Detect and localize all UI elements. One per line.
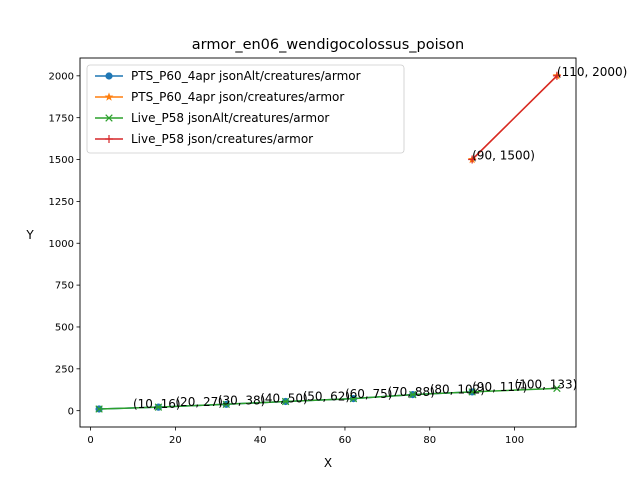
data-label: (110, 2000) [557, 65, 627, 79]
x-tick-label: 20 [169, 435, 182, 446]
plot-area: (10, 16)(20, 27)(30, 38)(40, 50)(50, 62)… [95, 65, 627, 413]
data-point-live-p58-jsonalt-creatures-armor [468, 388, 476, 396]
y-tick-label: 750 [55, 281, 74, 292]
x-axis-label: X [324, 456, 332, 470]
x-tick-label: 100 [505, 435, 524, 446]
x-tick-label: 40 [254, 435, 267, 446]
series-line-live-p58-json-creatures-armor [471, 75, 558, 161]
data-label: (80, 102) [430, 383, 485, 397]
data-point-live-p58-jsonalt-creatures-armor [281, 397, 290, 406]
y-tick-label: 500 [55, 323, 74, 334]
data-point-live-p58-jsonalt-creatures-armor [95, 405, 103, 413]
y-tick-label: 1500 [49, 155, 74, 166]
legend: PTS_P60_4apr jsonAlt/creatures/armor PTS_… [86, 64, 405, 154]
data-label: (60, 75) [345, 387, 393, 401]
data-label: (50, 62) [303, 389, 351, 403]
x-tick-label: 0 [87, 435, 93, 446]
y-tick-label: 1000 [49, 239, 74, 250]
y-tick-label: 250 [55, 364, 74, 375]
y-tick-label: 1250 [49, 197, 74, 208]
data-label: (40, 50) [260, 391, 308, 405]
legend-box [86, 64, 405, 154]
legend-label: Live_P58 jsonAlt/creatures/armor [131, 111, 329, 125]
data-point-live-p58-jsonalt-creatures-armor [553, 384, 561, 393]
data-label: (10, 16) [133, 397, 181, 411]
series-line-live-p58-jsonalt-creatures-armor [99, 387, 557, 410]
data-point-live-p58-jsonalt-creatures-armor [222, 400, 230, 409]
y-tick-label: 1750 [49, 113, 74, 124]
chart-title: armor_en06_wendigocolossus_poison [192, 37, 464, 53]
legend-marker [105, 135, 113, 143]
data-point-live-p58-jsonalt-creatures-armor [154, 403, 163, 411]
data-label: (100, 133) [515, 377, 578, 391]
data-point-live-p58-jsonalt-creatures-armor [409, 390, 417, 399]
x-tick-label: 60 [339, 435, 352, 446]
legend-label: Live_P58 json/creatures/armor [131, 132, 313, 146]
data-label: (30, 38) [218, 393, 266, 407]
data-point-live-p58-json-creatures-armor [552, 71, 561, 80]
data-label: (90, 117) [472, 380, 527, 394]
x-tick-label: 80 [423, 435, 436, 446]
y-tick-label: 0 [68, 406, 74, 417]
data-label: (20, 27) [175, 395, 223, 409]
axes-frame [79, 57, 577, 428]
data-label: (90, 1500) [472, 149, 535, 163]
data-label: (70, 88) [387, 385, 435, 399]
legend-label: PTS_P60_4apr jsonAlt/creatures/armor [131, 69, 361, 83]
y-axis-label: Y [25, 228, 34, 242]
legend-marker [105, 114, 113, 122]
data-point-live-p58-json-creatures-armor [468, 155, 477, 164]
y-tick-label: 2000 [49, 71, 74, 82]
legend-marker [105, 72, 113, 80]
data-point-live-p58-jsonalt-creatures-armor [349, 394, 358, 403]
legend-marker [104, 92, 114, 101]
legend-label: PTS_P60_4apr json/creatures/armor [131, 90, 344, 104]
